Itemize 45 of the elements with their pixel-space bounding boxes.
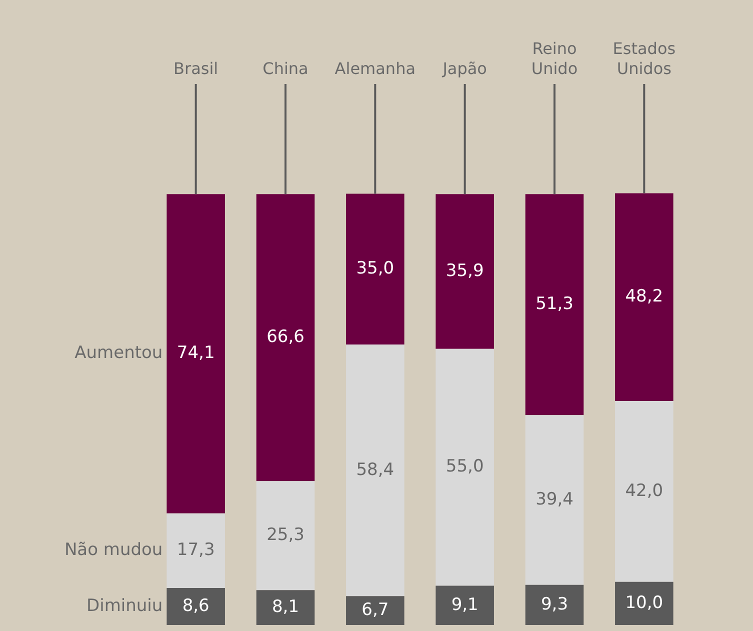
bar — [615, 400, 674, 582]
bar — [525, 584, 584, 625]
bar — [615, 582, 674, 625]
bar — [166, 513, 225, 588]
bar — [346, 596, 404, 625]
bar — [256, 590, 315, 625]
data-label: 25,3 — [266, 525, 304, 546]
data-label: 8,6 — [182, 596, 210, 616]
series-label: Diminuiu — [86, 596, 163, 616]
bar — [525, 194, 584, 416]
x-tick-label: Reino Unido — [531, 39, 578, 78]
data-label: 66,6 — [266, 327, 304, 348]
data-label: 35,0 — [356, 258, 394, 279]
bar — [436, 586, 494, 625]
data-label: 9,3 — [540, 594, 568, 614]
x-tick-label: China — [262, 59, 308, 78]
data-label: 10,0 — [625, 592, 664, 613]
bar — [346, 194, 404, 345]
data-label: 9,1 — [451, 594, 478, 615]
data-label: 58,4 — [356, 460, 394, 480]
data-label: 42,0 — [625, 480, 664, 501]
data-label: 17,3 — [176, 540, 215, 560]
bar — [615, 193, 674, 401]
data-label: 6,7 — [362, 600, 389, 620]
x-tick-label: Estados Unidos — [612, 39, 676, 78]
bar — [525, 415, 584, 585]
x-tick-label: Alemanha — [334, 59, 416, 78]
series-label: Aumentou — [74, 343, 163, 364]
bar — [346, 344, 404, 596]
bar — [166, 588, 225, 625]
data-label: 48,2 — [625, 286, 664, 307]
data-label: 74,1 — [176, 343, 215, 364]
bar — [166, 194, 225, 514]
bar — [436, 348, 494, 586]
series-label: Não mudou — [64, 540, 163, 560]
bar — [256, 194, 315, 482]
x-tick-label: Japão — [442, 59, 487, 78]
x-tick-label: Brasil — [174, 59, 218, 78]
data-label: 39,4 — [536, 489, 574, 510]
data-label: 35,9 — [446, 260, 484, 281]
bar — [436, 194, 494, 349]
data-label: 8,1 — [272, 596, 300, 617]
bar — [256, 481, 315, 590]
data-label: 55,0 — [446, 456, 484, 477]
data-label: 51,3 — [536, 294, 574, 314]
